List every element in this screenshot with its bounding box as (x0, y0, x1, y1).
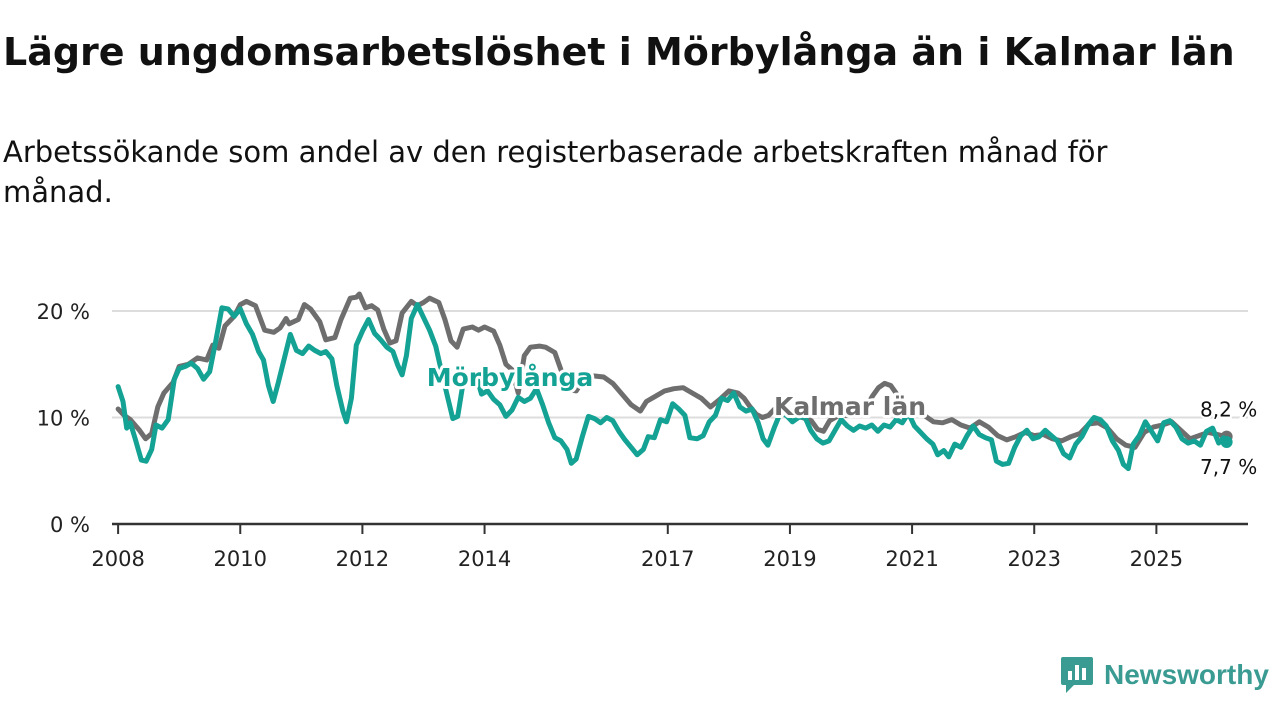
newsworthy-logo-icon (1061, 657, 1093, 693)
x-tick-label: 2014 (458, 547, 511, 571)
end-label-kalmar-lan: 8,2 % (1200, 398, 1257, 422)
chart-subtitle: Arbetssökande som andel av den registerb… (3, 135, 1108, 209)
x-tick-label: 2008 (91, 547, 144, 571)
x-tick-label: 2017 (641, 547, 694, 571)
brand-name: Newsworthy (1104, 659, 1269, 690)
series-line-morbylanga (115, 302, 1230, 472)
x-tick-label: 2023 (1008, 547, 1061, 571)
series-line-kalmar-lan (115, 291, 1230, 450)
series-end-marker (1220, 435, 1233, 448)
x-tick-label: 2010 (214, 547, 267, 571)
y-tick-label: 20 % (37, 300, 90, 324)
x-tick-label: 2025 (1130, 547, 1183, 571)
y-tick-label: 0 % (50, 513, 90, 537)
series-name-kalmar-lan: Kalmar län (774, 392, 926, 421)
end-label-morbylanga: 7,7 % (1200, 455, 1257, 479)
y-tick-label: 10 % (37, 407, 90, 431)
x-tick-label: 2019 (763, 547, 816, 571)
x-tick-label: 2021 (885, 547, 938, 571)
series-name-morbylanga: Mörbylånga (427, 363, 594, 392)
series-labels: Mörbylånga Kalmar län 8,2 % 7,7 % (424, 360, 1259, 481)
y-axis-ticks: 0 % 10 % 20 % (37, 300, 90, 537)
newsworthy-brand: Newsworthy (1060, 655, 1269, 695)
x-tick-label: 2012 (336, 547, 389, 571)
x-axis-ticks: 2008 2010 2012 2014 2017 2019 2021 2023 2025 (91, 524, 1183, 571)
series-lines (115, 291, 1233, 472)
chart-title: Lägre ungdomsarbetslöshet i Mörbylånga ä… (3, 30, 1235, 74)
line-chart: 0 % 10 % 20 % 2008 2010 2012 2014 2017 2019 2021… (37, 291, 1259, 571)
